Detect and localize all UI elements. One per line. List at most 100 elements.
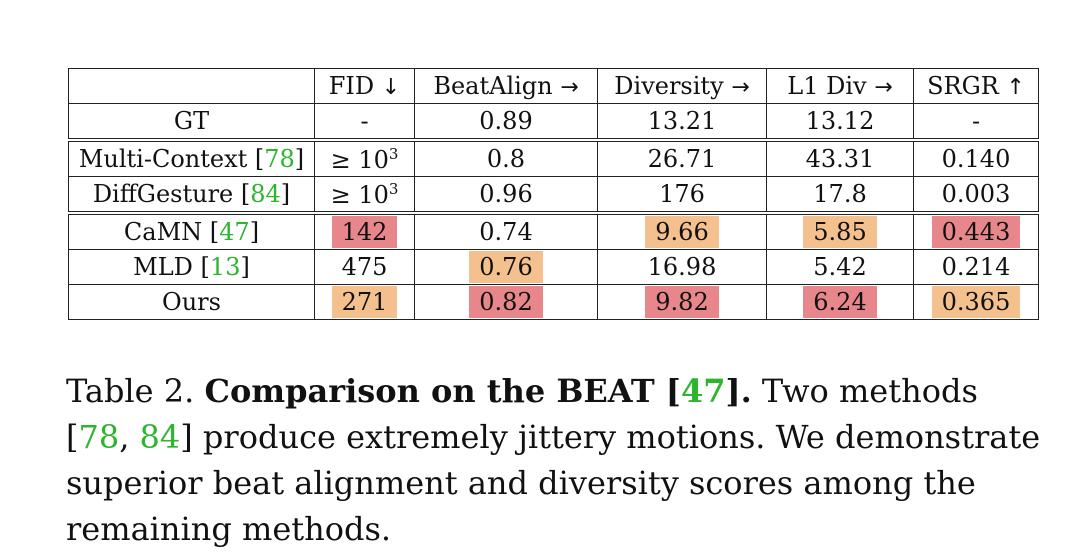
caption-title-end: ].	[725, 372, 752, 410]
value-cell: 475	[314, 249, 415, 285]
value-cell: -	[314, 103, 415, 141]
table-row: DiffGesture [84] ≥ 103 0.96 176 17.8 0.003	[68, 176, 1039, 214]
table-row: CaMN [47] 142 0.74 9.66 5.85 0.443	[68, 211, 1039, 250]
header-label: FID	[328, 72, 382, 100]
second-best-highlight: 0.76	[469, 251, 543, 283]
method-cell: MLD [13]	[68, 249, 315, 285]
method-name: DiffGesture	[92, 180, 234, 208]
value-cell: 0.365	[913, 284, 1039, 320]
value-cell: 9.82	[597, 284, 767, 320]
caption-title: Comparison on the BEAT [47].	[204, 372, 751, 410]
value-cell: 17.8	[766, 176, 914, 214]
value-cell: 142	[314, 211, 415, 250]
header-arrow-icon: ↑	[1006, 75, 1025, 100]
cite-bracket: ]	[280, 180, 291, 208]
value-cell: 271	[314, 284, 415, 320]
second-best-highlight: 0.365	[931, 286, 1021, 318]
cite-bracket: [	[233, 180, 251, 208]
caption-label: Table 2.	[66, 372, 195, 410]
table-row: Multi-Context [78] ≥ 103 0.8 26.71 43.31 0.14…	[68, 138, 1039, 177]
best-highlight: 9.82	[645, 286, 719, 318]
value-cell: 0.96	[414, 176, 598, 214]
value-cell: 13.12	[766, 103, 914, 141]
best-highlight: 0.82	[469, 286, 543, 318]
header-label: BeatAlign	[433, 72, 561, 100]
header-cell: L1 Div →	[766, 68, 914, 104]
fid-exponent: 3	[388, 179, 399, 198]
header-cell: Diversity →	[597, 68, 767, 104]
caption-cite-b[interactable]: 84	[139, 418, 181, 456]
method-cite-link[interactable]: 47	[219, 218, 250, 246]
results-table-container: FID ↓ BeatAlign → Diversity → L1 Div → SRGR …	[68, 68, 1039, 320]
value-cell: 6.24	[766, 284, 914, 320]
caption-title-cite[interactable]: 47	[680, 372, 726, 410]
second-best-highlight: 271	[331, 286, 398, 318]
header-label: L1 Div	[787, 72, 875, 100]
method-cite-link[interactable]: 78	[264, 145, 295, 173]
cite-bracket: [	[192, 253, 210, 281]
method-name: MLD	[133, 253, 193, 281]
fid-base: ≥ 10	[330, 145, 389, 174]
gt-row: GT -0.89 13.21 13.12-	[68, 103, 1039, 141]
value-cell: 0.140	[913, 138, 1039, 177]
value-cell: 5.85	[766, 211, 914, 250]
header-label: Diversity	[614, 72, 732, 100]
value-cell: 0.82	[414, 284, 598, 320]
method-name: Ours	[162, 288, 221, 316]
header-arrow-icon: →	[560, 75, 579, 100]
value-cell: 13.21	[597, 103, 767, 141]
value-cell: ≥ 103	[314, 138, 415, 177]
value-cell: 0.003	[913, 176, 1039, 214]
caption-cite-a[interactable]: 78	[78, 418, 120, 456]
cite-bracket: [	[202, 218, 220, 246]
cite-bracket: [	[247, 145, 265, 173]
value-cell: 0.89	[414, 103, 598, 141]
value-cell: 5.42	[766, 249, 914, 285]
header-cell: FID ↓	[314, 68, 415, 104]
results-table: FID ↓ BeatAlign → Diversity → L1 Div → SRGR …	[68, 68, 1039, 320]
method-name: Multi-Context	[78, 145, 248, 173]
header-arrow-icon: →	[731, 75, 750, 100]
second-best-highlight: 5.85	[803, 216, 877, 248]
best-highlight: 6.24	[803, 286, 877, 318]
value-cell: 0.214	[913, 249, 1039, 285]
cite-bracket: ]	[249, 218, 260, 246]
value-cell: 16.98	[597, 249, 767, 285]
value-cell: 0.8	[414, 138, 598, 177]
value-cell: 0.74	[414, 211, 598, 250]
method-cell: CaMN [47]	[68, 211, 315, 250]
method-cell: GT	[68, 103, 315, 141]
header-row: FID ↓ BeatAlign → Diversity → L1 Div → SRGR …	[68, 68, 1039, 104]
value-cell: 0.76	[414, 249, 598, 285]
method-cell: DiffGesture [84]	[68, 176, 315, 214]
method-cite-link[interactable]: 13	[209, 253, 241, 281]
table-row: MLD [13] 475 0.76 16.98 5.42 0.214	[68, 249, 1039, 285]
best-highlight: 0.443	[931, 216, 1021, 248]
value-cell: 26.71	[597, 138, 767, 177]
table-caption: Table 2. Comparison on the BEAT [47]. Tw…	[66, 368, 1051, 552]
value-cell: 0.443	[913, 211, 1039, 250]
caption-text-2: ] produce extremely jittery motions. We …	[66, 418, 1041, 548]
best-highlight: 142	[331, 216, 398, 248]
method-cell: Multi-Context [78]	[68, 138, 315, 177]
header-cell: SRGR ↑	[913, 68, 1039, 104]
header-arrow-icon: ↓	[381, 75, 401, 100]
value-cell: 43.31	[766, 138, 914, 177]
fid-base: ≥ 10	[330, 180, 389, 209]
results-table-body: FID ↓ BeatAlign → Diversity → L1 Div → SRGR …	[68, 68, 1039, 320]
value-cell: -	[913, 103, 1039, 141]
header-cell	[68, 68, 315, 104]
header-label: SRGR	[927, 72, 1007, 100]
fid-exponent: 3	[388, 144, 399, 163]
method-cell: Ours	[68, 284, 315, 320]
method-cite-link[interactable]: 84	[250, 180, 281, 208]
caption-title-text: Comparison on the BEAT [	[204, 372, 681, 410]
caption-text-1: Two methods [	[66, 372, 978, 456]
cite-bracket: ]	[294, 145, 305, 173]
cite-bracket: ]	[240, 253, 250, 281]
header-arrow-icon: →	[874, 75, 893, 100]
second-best-highlight: 9.66	[645, 216, 719, 248]
table-row: Ours 271 0.82 9.82 6.24 0.365	[68, 284, 1039, 320]
header-cell: BeatAlign →	[414, 68, 598, 104]
value-cell: 9.66	[597, 211, 767, 250]
